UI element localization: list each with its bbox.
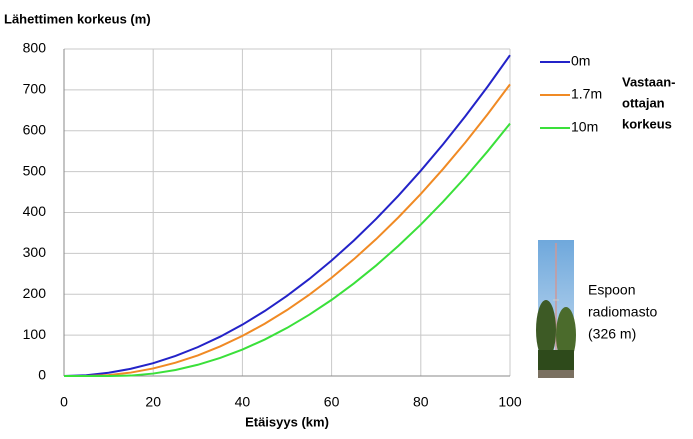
annotation: (326 m) [588, 326, 636, 342]
y-tick-label: 0 [38, 367, 46, 383]
x-tick-label: 0 [60, 394, 68, 410]
x-tick-label: 60 [324, 394, 340, 410]
chart-title: Lähettimen korkeus (m) [4, 11, 151, 26]
legend-title: ottajan [622, 95, 665, 110]
legend-title: korkeus [622, 116, 672, 131]
y-tick-label: 300 [23, 244, 47, 260]
legend-label: 0m [571, 53, 590, 69]
y-tick-label: 600 [23, 121, 47, 137]
x-tick-label: 100 [498, 394, 522, 410]
annotation: Espoon [588, 282, 635, 298]
chart: Lähettimen korkeus (m) 01002003004005006… [0, 0, 693, 439]
line [64, 124, 510, 376]
legend-title: Vastaan- [622, 74, 675, 89]
legend-label: 1.7m [571, 86, 602, 102]
legend-label: 10m [571, 119, 598, 135]
y-tick-label: 400 [23, 203, 47, 219]
y-tick-label: 800 [23, 40, 47, 56]
x-tick-label: 20 [145, 394, 161, 410]
x-tick-label: 80 [413, 394, 429, 410]
y-tick-label: 500 [23, 162, 47, 178]
y-tick-label: 700 [23, 81, 47, 97]
page: Lähettimen korkeus (m) 01002003004005006… [0, 0, 693, 439]
y-tick-label: 200 [23, 285, 47, 301]
line [64, 84, 510, 376]
annotation: radiomasto [588, 304, 657, 320]
y-tick-label: 100 [23, 326, 47, 342]
photo [536, 240, 576, 378]
x-axis-title: Etäisyys (km) [245, 414, 329, 429]
x-tick-label: 40 [235, 394, 251, 410]
